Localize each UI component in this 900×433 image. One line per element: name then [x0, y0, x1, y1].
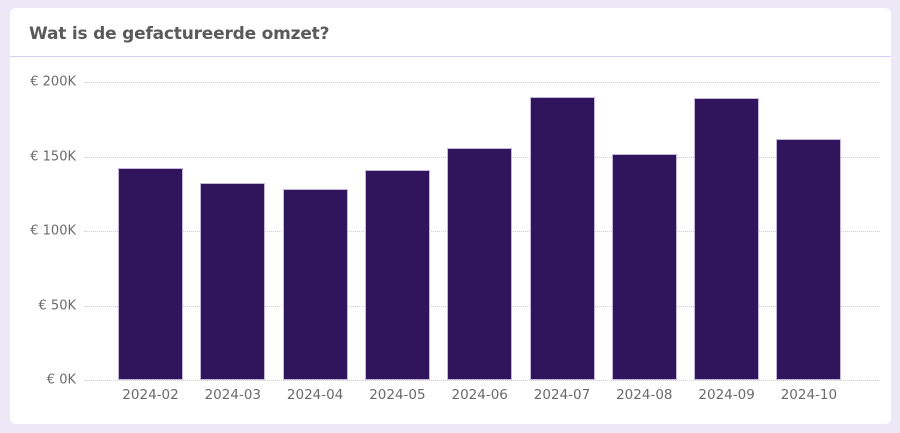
y-axis-tick-label: € 50K [38, 298, 76, 313]
bar-2024-04[interactable] [282, 189, 348, 380]
bar-chart: € 0K € 50K € 100K € 150K € 200K 2024-02 2024-0… [10, 8, 891, 424]
chart-card: Wat is de gefactureerde omzet? € 0K € 50K… [10, 8, 891, 424]
y-axis-tick-label: € 150K [30, 149, 76, 164]
x-axis-tick-label: 2024-08 [616, 387, 673, 403]
bar-2024-06[interactable] [447, 147, 513, 380]
chart-title: Wat is de gefactureerde omzet? [29, 24, 330, 44]
bar-2024-05[interactable] [364, 169, 430, 380]
x-axis-tick-label: 2024-10 [780, 387, 838, 403]
x-axis-tick-label: 2024-05 [369, 387, 426, 403]
bar-2024-02[interactable] [118, 168, 183, 380]
bar-2024-08[interactable] [611, 153, 677, 380]
x-axis-tick-label: 2024-09 [698, 387, 755, 403]
y-axis-tick-label: € 100K [30, 223, 76, 239]
bar-2024-09[interactable] [694, 98, 760, 380]
x-axis-tick-label: 2024-03 [204, 387, 261, 403]
bar-2024-07[interactable] [529, 96, 595, 380]
bar-2024-10[interactable] [776, 138, 842, 380]
title-separator [10, 56, 891, 57]
y-axis-tick-label: € 0K [46, 372, 76, 388]
gridline [84, 380, 880, 381]
x-axis-tick-label: 2024-04 [286, 387, 344, 403]
x-axis-tick-label: 2024-06 [451, 387, 508, 403]
x-axis-tick-label: 2024-02 [122, 387, 179, 403]
bar-2024-03[interactable] [200, 183, 266, 380]
y-axis-tick-label: € 200K [30, 74, 76, 90]
x-axis-tick-label: 2024-07 [533, 387, 591, 403]
gridline [84, 82, 880, 83]
